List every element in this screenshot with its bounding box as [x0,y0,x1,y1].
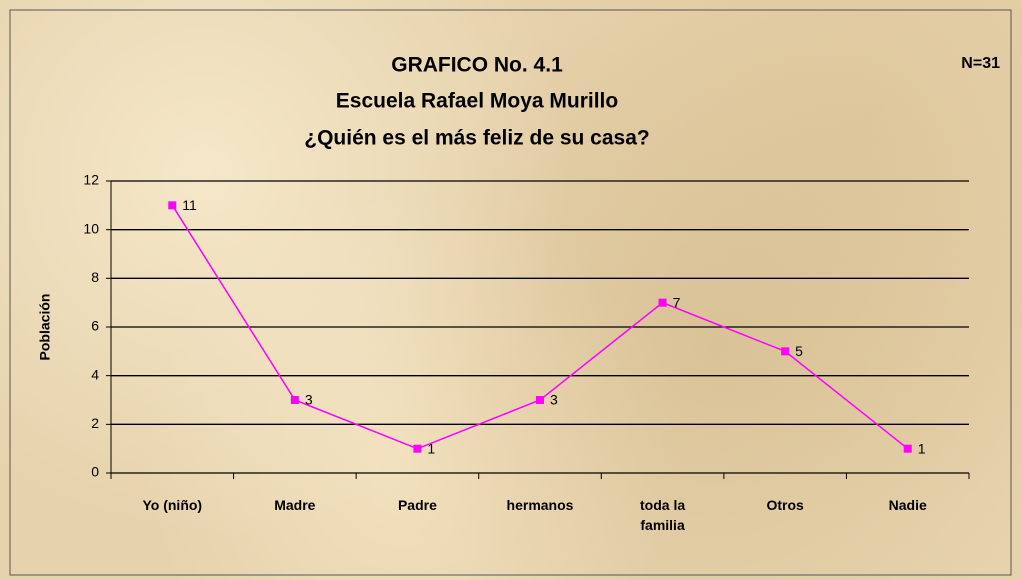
marker [903,444,912,453]
chart-subtitle: Escuela Rafael Moya Murillo [336,90,618,113]
y-tick-label: 2 [91,415,99,431]
y-tick-label: 0 [91,464,99,480]
chart-title: GRAFICO No. 4.1 [391,54,563,77]
data-label: 1 [427,440,435,456]
x-tick-label: hermanos [506,497,574,513]
marker [536,396,544,404]
annotation: N=31 [961,55,1000,72]
x-tick-label: toda la familia [640,497,686,533]
y-axis-label: Población [37,294,53,361]
marker [413,444,422,453]
data-label: 11 [182,197,197,213]
x-tick-label: Madre [274,497,316,513]
frame [9,9,1012,576]
y-tick-label: 12 [83,172,99,188]
x-tick-label: Padre [397,497,437,513]
marker [168,201,177,210]
marker [781,347,790,356]
x-tick-label: Nadie [888,497,927,513]
y-tick-label: 4 [91,366,99,382]
y-tick-label: 10 [83,220,99,236]
marker [658,298,667,307]
y-tick-label: 6 [91,318,99,334]
marker [290,396,299,404]
data-label: 3 [550,392,558,408]
data-label: 7 [673,294,681,310]
x-tick-label: Yo (niño) [142,497,203,513]
data-label: 5 [795,343,803,359]
x-tick-label: Otros [766,497,804,513]
y-tick-label: 8 [91,269,99,285]
chart-question: ¿Quién es el más feliz de su casa? [304,127,649,150]
data-label: 1 [918,440,926,456]
data-label: 3 [305,392,313,408]
